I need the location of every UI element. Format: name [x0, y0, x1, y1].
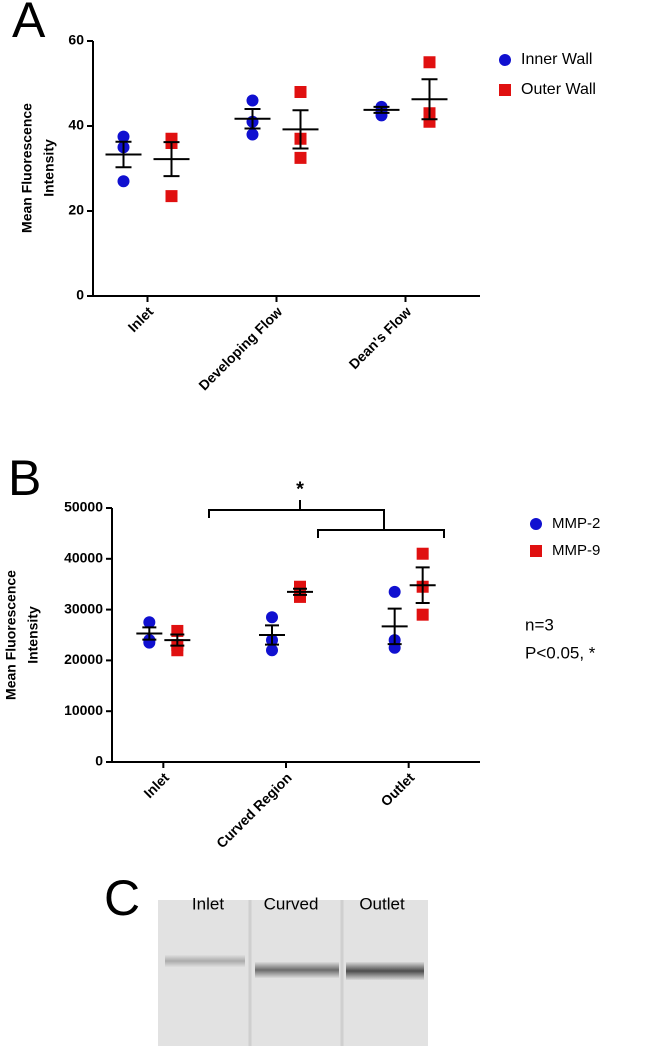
y-tick-label: 60 [68, 32, 84, 48]
blot: C Inlet Curved Outlet [104, 870, 428, 1046]
error-bar [415, 566, 430, 604]
legend-label: Outer Wall [521, 81, 596, 98]
y-tick-label: 30000 [64, 600, 103, 616]
error-bar [373, 105, 390, 114]
legend-label: Inner Wall [521, 51, 592, 68]
y-tick-label: 40 [68, 117, 84, 133]
y-axis-title: Mean Fluorescence [19, 103, 35, 233]
significance-bracket [208, 500, 445, 538]
legend-label: MMP-9 [552, 542, 600, 559]
error-bar [265, 624, 279, 646]
point [246, 94, 259, 107]
x-tick-label: Inlet [140, 769, 172, 801]
note: n=3 [525, 615, 554, 634]
point [165, 190, 178, 203]
legend-marker [530, 545, 542, 557]
point [416, 608, 429, 621]
y-tick-label: 10000 [64, 702, 103, 718]
y-tick-label: 0 [76, 287, 84, 303]
point [171, 644, 184, 657]
error-bar [387, 607, 402, 646]
point [294, 151, 307, 164]
note: P<0.05, * [525, 643, 596, 662]
point [117, 175, 130, 188]
error-bar [293, 587, 307, 596]
blot-band [255, 962, 339, 978]
x-tick-label: Inlet [125, 303, 157, 335]
panel-label: C [104, 870, 140, 926]
point [143, 616, 156, 629]
y-tick-label: 20 [68, 202, 84, 218]
error-bar [115, 140, 132, 169]
lane-label: Curved [264, 894, 319, 913]
y-axis-title: Intensity [41, 139, 57, 197]
point [266, 644, 278, 657]
error-bar [292, 109, 309, 150]
significance-mark: * [296, 478, 304, 500]
point [388, 585, 401, 598]
error-bar [421, 78, 438, 121]
point [423, 56, 436, 69]
point [246, 128, 259, 141]
error-bar [170, 633, 185, 647]
panel-label: A [12, 0, 46, 48]
y-axis-title: Mean Fluorescence [3, 570, 19, 700]
point [294, 86, 307, 98]
lane-label: Outlet [359, 894, 405, 913]
y-axis-title: Intensity [25, 606, 41, 664]
panel-label: B [8, 450, 41, 506]
x-tick-label: Curved Region [213, 769, 295, 851]
point [117, 130, 130, 143]
legend-marker [530, 518, 542, 530]
x-tick-label: Dean's Flow [346, 303, 415, 372]
error-bar [142, 626, 157, 641]
point [416, 547, 429, 560]
x-tick-label: Outlet [377, 769, 417, 809]
legend-marker [499, 84, 511, 96]
blot-band [165, 955, 245, 967]
legend-label: MMP-2 [552, 515, 600, 532]
legend-marker [499, 54, 511, 66]
error-bar [163, 141, 180, 178]
y-tick-label: 0 [95, 753, 103, 769]
point [266, 611, 278, 624]
lane-label: Inlet [192, 894, 224, 913]
y-tick-label: 40000 [64, 550, 103, 566]
x-tick-label: Developing Flow [195, 303, 285, 393]
error-bar [244, 108, 261, 130]
y-tick-label: 50000 [64, 499, 103, 515]
y-tick-label: 20000 [64, 651, 103, 667]
blot-band [346, 962, 424, 980]
